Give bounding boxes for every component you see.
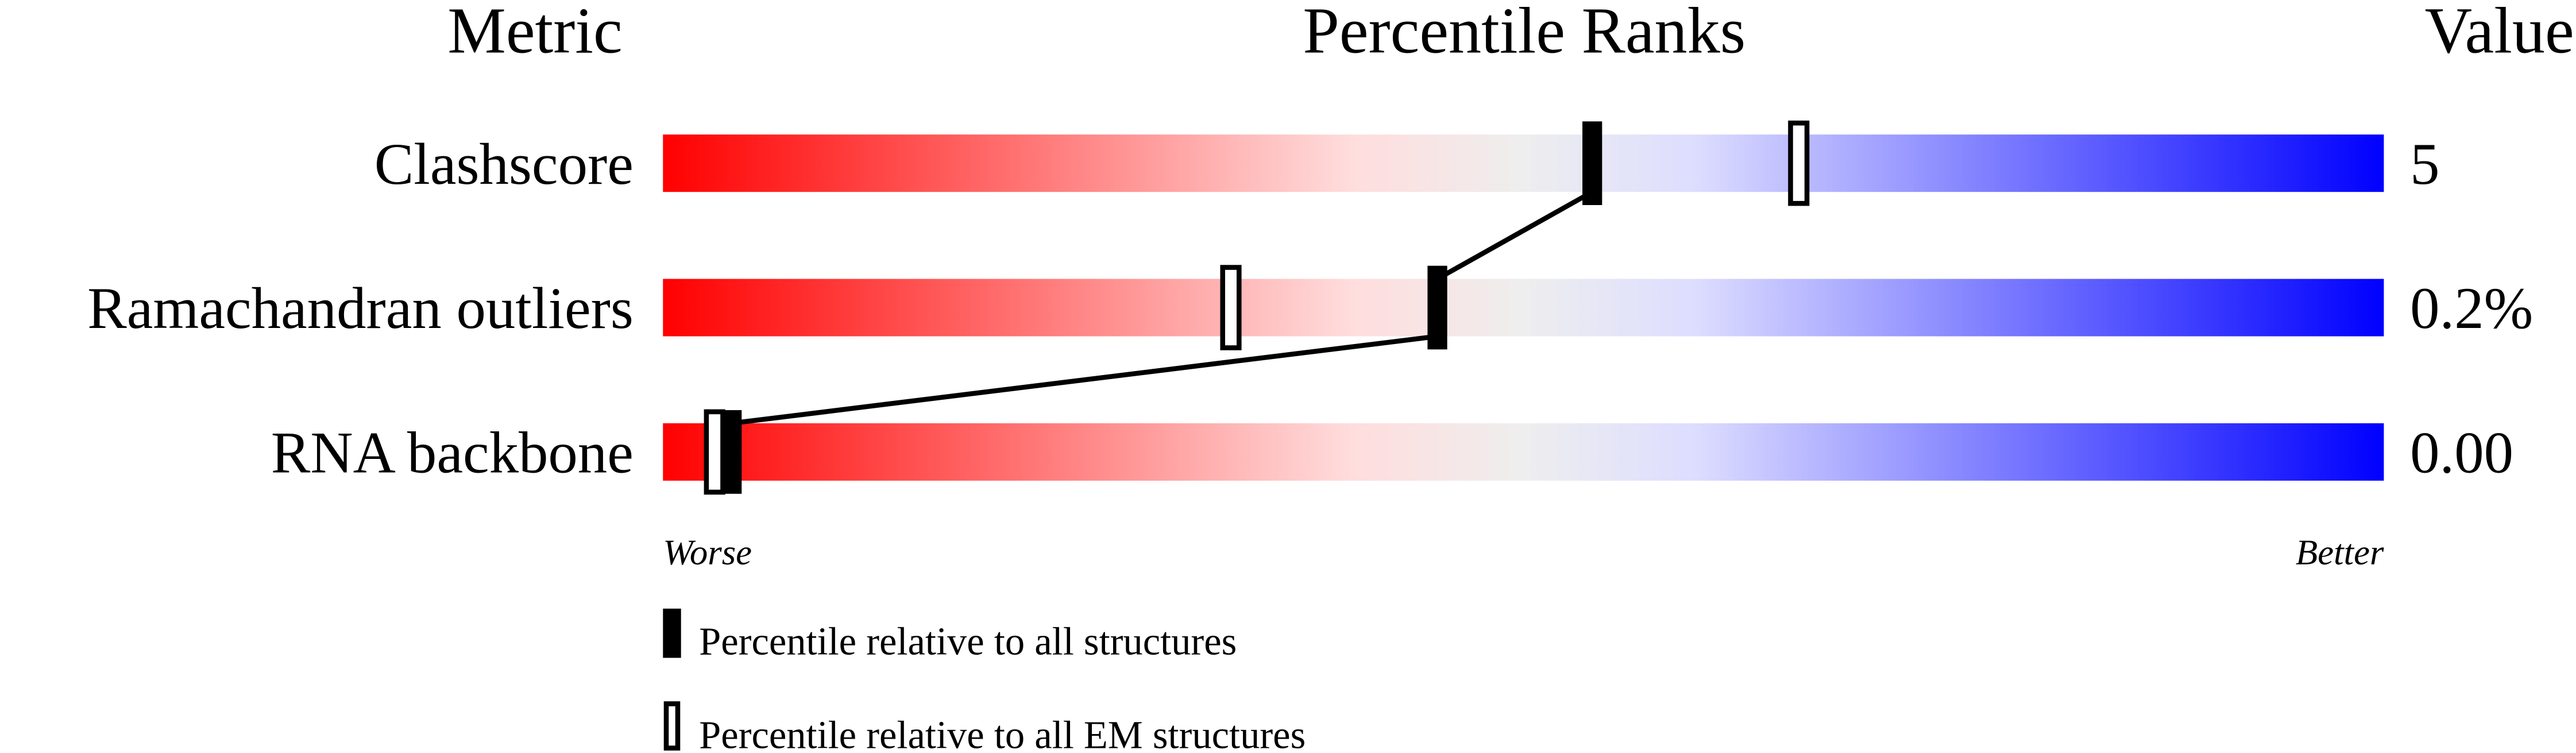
header-percentile-ranks: Percentile Ranks [1303,0,1745,67]
legend-label-em: Percentile relative to all EM structures [699,713,1306,753]
legend-label-all: Percentile relative to all structures [699,620,1237,663]
connector-line [1436,190,1594,281]
percentile-bar [663,134,2384,192]
metric-row: Ramachandran outliers 0.2% [87,276,2533,341]
metric-row: Clashscore 5 [374,132,2440,197]
axis-label-worse: Worse [663,532,752,573]
metric-value: 0.00 [2410,420,2513,486]
metric-value: 0.2% [2410,276,2533,341]
legend-filled-marker [663,608,681,658]
legend: Percentile relative to all structures Pe… [663,608,1306,753]
connector-line [731,334,1438,426]
percentile-bar [663,279,2384,337]
metric-row: RNA backbone 0.00 [271,420,2513,486]
all-percentile-marker [1582,121,1602,206]
em-percentile-marker [1788,120,1810,206]
metric-label: RNA backbone [271,420,634,486]
percentile-bar [663,423,2384,481]
metric-label: Ramachandran outliers [87,276,634,341]
axis-label-better: Better [2296,532,2384,573]
legend-hollow-marker [663,701,681,751]
em-percentile-marker [704,409,725,495]
metric-value: 5 [2410,132,2439,197]
header-value: Value [2425,0,2574,67]
em-percentile-marker [1220,265,1242,350]
header-metric: Metric [447,0,622,67]
all-percentile-marker [1427,265,1447,350]
metric-label: Clashscore [374,132,634,197]
all-percentile-marker [721,410,742,494]
